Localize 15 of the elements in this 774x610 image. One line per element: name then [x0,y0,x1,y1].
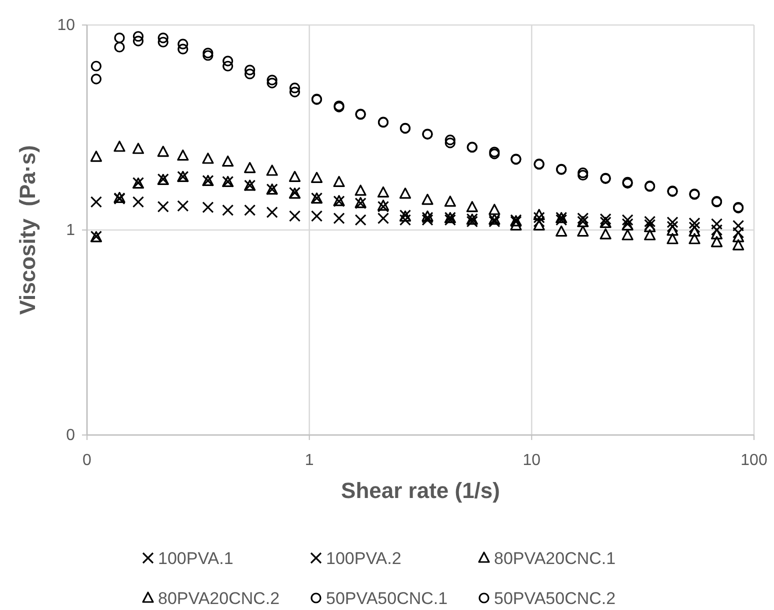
legend-label: 50PVA50CNC.2 [494,589,616,608]
legend-label: 100PVA.2 [326,549,402,568]
y-tick-label: 10 [57,17,76,34]
x-tick-label: 10 [522,452,541,469]
y-tick-label: 0 [66,427,76,444]
y-tick-label: 1 [66,222,76,239]
x-tick-label: 0 [82,452,92,469]
y-axis-title: Viscosity (Pa·s) [15,145,40,315]
x-axis-title: Shear rate (1/s) [341,478,500,503]
legend-label: 100PVA.1 [158,549,234,568]
legend-label: 80PVA20CNC.1 [494,549,616,568]
x-tick-label: 100 [740,452,768,469]
legend-label: 50PVA50CNC.1 [326,589,448,608]
legend-label: 80PVA20CNC.2 [158,589,280,608]
x-tick-label: 1 [304,452,314,469]
